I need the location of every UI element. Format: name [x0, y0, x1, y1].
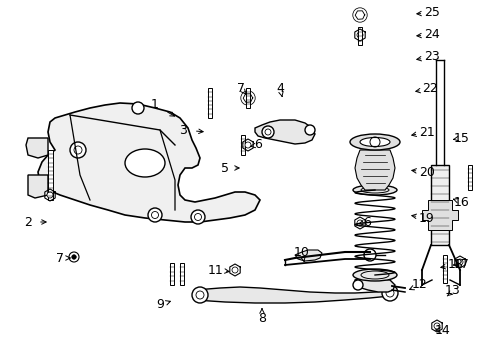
Text: 21: 21 [418, 126, 434, 139]
Circle shape [132, 102, 143, 114]
Circle shape [192, 287, 207, 303]
Text: 8: 8 [258, 311, 265, 324]
Polygon shape [354, 278, 394, 292]
Text: 11: 11 [208, 264, 224, 276]
Ellipse shape [125, 149, 164, 177]
Ellipse shape [352, 269, 396, 281]
Polygon shape [430, 165, 448, 245]
Text: 20: 20 [418, 166, 434, 179]
Circle shape [191, 210, 204, 224]
Text: 7: 7 [237, 81, 244, 94]
Circle shape [240, 91, 255, 105]
Polygon shape [28, 175, 48, 198]
Circle shape [363, 249, 375, 261]
Polygon shape [170, 263, 173, 285]
Text: 9: 9 [156, 298, 163, 311]
Polygon shape [245, 88, 249, 108]
Text: 23: 23 [423, 50, 439, 63]
Text: 2: 2 [24, 216, 32, 229]
Circle shape [69, 252, 79, 262]
Polygon shape [26, 138, 48, 158]
Circle shape [262, 126, 273, 138]
Polygon shape [241, 135, 244, 155]
Ellipse shape [359, 138, 389, 147]
Circle shape [456, 259, 462, 265]
Circle shape [356, 220, 362, 226]
Polygon shape [357, 27, 361, 45]
Polygon shape [38, 103, 260, 222]
Circle shape [356, 32, 362, 38]
Text: 6: 6 [362, 216, 370, 229]
Polygon shape [47, 150, 52, 200]
Text: 13: 13 [444, 284, 460, 297]
Ellipse shape [349, 134, 399, 150]
Circle shape [305, 125, 314, 135]
Polygon shape [207, 88, 212, 118]
Polygon shape [254, 120, 314, 144]
Circle shape [72, 255, 76, 259]
Polygon shape [195, 287, 389, 303]
Circle shape [148, 208, 162, 222]
Text: 25: 25 [423, 6, 439, 19]
Polygon shape [442, 255, 446, 283]
Text: 5: 5 [221, 162, 228, 175]
Text: 14: 14 [434, 324, 450, 337]
Text: 1: 1 [151, 99, 159, 112]
Circle shape [231, 267, 238, 273]
Ellipse shape [352, 185, 396, 195]
Text: 7: 7 [56, 252, 64, 265]
Text: 12: 12 [411, 279, 427, 292]
Circle shape [381, 285, 397, 301]
Circle shape [433, 323, 439, 329]
Text: 17: 17 [453, 258, 469, 271]
Polygon shape [421, 200, 457, 230]
Text: 10: 10 [293, 247, 309, 260]
Text: 24: 24 [423, 28, 439, 41]
Polygon shape [294, 250, 321, 261]
Text: 3: 3 [179, 123, 186, 136]
Text: 4: 4 [276, 81, 284, 94]
Text: 22: 22 [421, 82, 437, 95]
Text: 6: 6 [254, 139, 262, 152]
Circle shape [244, 142, 250, 148]
Circle shape [352, 8, 366, 22]
Polygon shape [354, 150, 394, 190]
Circle shape [352, 280, 362, 290]
Circle shape [70, 142, 86, 158]
Circle shape [47, 192, 53, 198]
Polygon shape [467, 165, 471, 190]
Polygon shape [180, 263, 183, 285]
Text: 19: 19 [418, 211, 434, 225]
Text: 18: 18 [447, 258, 463, 271]
Text: 16: 16 [453, 195, 469, 208]
Text: 15: 15 [453, 131, 469, 144]
